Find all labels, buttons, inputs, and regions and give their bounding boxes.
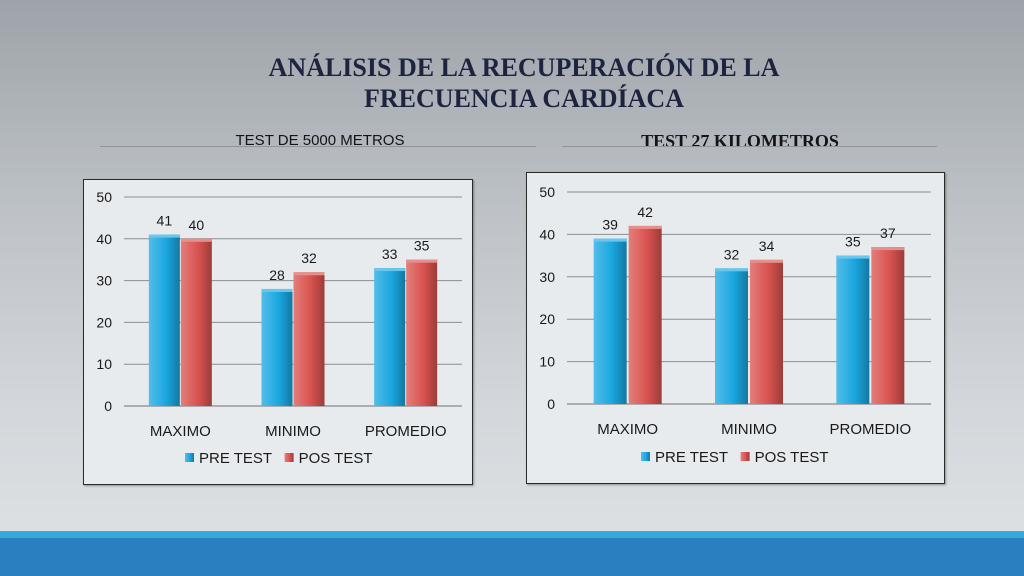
- data-label: 33: [382, 246, 398, 262]
- bar-top-highlight: [406, 259, 438, 263]
- x-category-label: MINIMO: [265, 423, 321, 440]
- bar-top-highlight: [261, 288, 293, 292]
- legend-swatch: [284, 453, 294, 462]
- footer-bar: [0, 538, 1024, 576]
- legend-label: PRE TEST: [655, 449, 728, 466]
- x-category-label: MAXIMO: [150, 423, 211, 440]
- footer-accent-strip: [0, 531, 1024, 538]
- divider-right: [562, 146, 937, 147]
- legend-label: POS TEST: [755, 449, 829, 466]
- data-label: 37: [880, 225, 896, 241]
- y-tick-label: 50: [96, 189, 112, 205]
- bar-top-highlight: [374, 268, 406, 272]
- bar-pos-test: [180, 238, 212, 406]
- data-label: 41: [157, 213, 173, 229]
- legend-label: POS TEST: [299, 450, 373, 467]
- bar-top-highlight: [715, 268, 748, 272]
- y-tick-label: 30: [96, 273, 112, 289]
- data-label: 39: [602, 217, 618, 233]
- bar-pre-test: [715, 268, 748, 404]
- y-tick-label: 30: [539, 269, 555, 285]
- data-label: 35: [845, 234, 861, 250]
- bar-pos-test: [750, 259, 783, 404]
- chart-5000m: 0 10 20 30 40 50 41 40 MAXIMO 28 32 MINIMO 33 35 PROME…: [83, 179, 473, 485]
- y-tick-label: 10: [539, 354, 555, 370]
- subtitle-5000m: TEST DE 5000 METROS: [235, 132, 405, 149]
- chart-svg: 0 10 20 30 40 50 41 40 MAXIMO 28 32 MINIMO 33 35 PROME…: [96, 189, 462, 467]
- y-tick-label: 0: [547, 396, 555, 412]
- bar-pos-test: [628, 225, 662, 404]
- bar-top-highlight: [836, 255, 870, 259]
- slide-title: ANÁLISIS DE LA RECUPERACIÓN DE LA FRECUE…: [0, 52, 1024, 114]
- data-label: 40: [189, 217, 205, 233]
- bar-top-highlight: [628, 225, 662, 229]
- bar-top-highlight: [750, 259, 783, 263]
- x-category-label: PROMEDIO: [829, 421, 911, 438]
- subtitle-27km: TEST 27 KILOMETROS: [641, 131, 839, 151]
- data-label: 34: [759, 238, 775, 254]
- bar-pos-test: [406, 259, 438, 406]
- y-tick-label: 40: [539, 226, 555, 242]
- bar-top-highlight: [180, 238, 212, 242]
- bar-pre-test: [148, 234, 180, 406]
- legend-swatch: [185, 453, 194, 462]
- y-tick-label: 10: [96, 356, 112, 372]
- bar-pre-test: [593, 238, 627, 404]
- x-category-label: PROMEDIO: [365, 423, 447, 440]
- data-label: 35: [414, 238, 430, 254]
- bar-pos-test: [293, 272, 325, 406]
- legend-label: PRE TEST: [199, 450, 272, 467]
- chart-svg: 0 10 20 30 40 50 39 42 MAXIMO 32 34 MINIMO 35 37 PROME…: [539, 184, 931, 466]
- bar-top-highlight: [871, 247, 905, 251]
- legend-swatch: [641, 452, 650, 461]
- y-tick-label: 50: [539, 184, 555, 200]
- bar-top-highlight: [148, 234, 180, 238]
- bar-pre-test: [374, 268, 406, 406]
- legend-swatch: [740, 452, 750, 461]
- data-label: 32: [301, 250, 317, 266]
- title-line-1: ANÁLISIS DE LA RECUPERACIÓN DE LA: [268, 53, 780, 82]
- bar-top-highlight: [593, 238, 627, 242]
- y-tick-label: 0: [104, 398, 112, 414]
- data-label: 28: [269, 267, 285, 283]
- y-tick-label: 40: [96, 231, 112, 247]
- title-line-2: FRECUENCIA CARDÍACA: [364, 84, 684, 113]
- divider-left: [100, 146, 536, 147]
- y-tick-label: 20: [539, 311, 555, 327]
- chart-27km: 0 10 20 30 40 50 39 42 MAXIMO 32 34 MINIMO 35 37 PROME…: [526, 172, 945, 484]
- x-category-label: MINIMO: [721, 421, 777, 438]
- bar-pos-test: [871, 247, 905, 404]
- data-label: 42: [637, 204, 653, 220]
- data-label: 32: [724, 246, 740, 262]
- x-category-label: MAXIMO: [597, 421, 658, 438]
- bar-pre-test: [836, 255, 870, 404]
- bar-top-highlight: [293, 272, 325, 276]
- y-tick-label: 20: [96, 314, 112, 330]
- bar-pre-test: [261, 288, 293, 406]
